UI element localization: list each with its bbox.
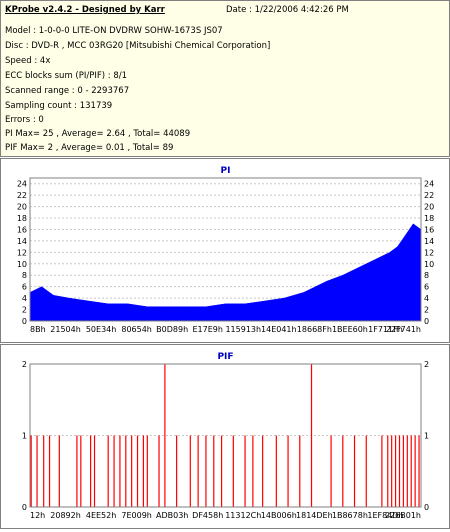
y-tick-label-right: 16 xyxy=(424,225,434,234)
x-tick-label: 4EE52h xyxy=(86,511,116,520)
x-tick-label: 1814DEh xyxy=(296,511,333,520)
x-tick-label: ADB03h xyxy=(156,511,188,520)
y-tick-label-right: 0 xyxy=(424,503,429,512)
disc-line: Disc : DVD-R , MCC 03RG20 [Mitsubishi Ch… xyxy=(5,41,271,51)
y-tick-label-right: 8 xyxy=(424,271,429,280)
x-tick-label: 1BEE60h xyxy=(332,325,368,334)
pi-summary-line: PI Max= 25 , Average= 2.64 , Total= 4408… xyxy=(5,129,191,139)
y-tick-label-left: 6 xyxy=(22,283,27,292)
x-tick-label: 1B8678h xyxy=(332,511,368,520)
y-tick-label-left: 10 xyxy=(17,260,27,269)
x-tick-label: E17E9h xyxy=(193,325,223,334)
range-line: Scanned range : 0 - 2293767 xyxy=(5,86,130,96)
chart-title: PI xyxy=(221,166,231,176)
x-tick-label: B0D89h xyxy=(156,325,188,334)
y-tick-label-right: 1 xyxy=(424,432,429,441)
x-tick-label: 11312Ch xyxy=(225,511,261,520)
y-tick-label-right: 22 xyxy=(424,191,434,200)
info-panel: KProbe v2.4.2 - Designed by Karr Date : … xyxy=(0,0,450,157)
scan-date: Date : 1/22/2006 4:42:26 PM xyxy=(226,5,349,15)
x-tick-label: 14B006h xyxy=(261,511,297,520)
x-tick-label: 226B01h xyxy=(385,511,421,520)
pif-chart: PIF 0 0 1 1 2 2 12h 20892h 4EE52h 7E009h ADB03h DF45… xyxy=(22,352,429,520)
app-title: KProbe v2.4.2 - Designed by Karr xyxy=(5,5,165,15)
x-tick-label: 1F711Fh xyxy=(368,325,403,334)
x-tick-label: 18668Fh xyxy=(297,325,332,334)
x-tick-label: 7E009h xyxy=(121,511,151,520)
y-tick-label-left: 4 xyxy=(22,294,27,303)
y-tick-label-left: 12 xyxy=(17,248,27,257)
y-tick-label-right: 10 xyxy=(424,260,434,269)
chart-title: PIF xyxy=(217,352,233,362)
x-tick-label: 80654h xyxy=(121,325,152,334)
y-tick-label-left: 8 xyxy=(22,271,27,280)
x-tick-label: 20892h xyxy=(50,511,81,520)
y-tick-label-left: 2 xyxy=(22,306,27,315)
y-tick-label-right: 0 xyxy=(424,317,429,326)
pi-area xyxy=(29,223,422,322)
y-tick-label-left: 1 xyxy=(22,432,27,441)
y-tick-label-right: 20 xyxy=(424,203,434,212)
x-tick-label: 12h xyxy=(30,511,45,520)
x-tick-label: 50E34h xyxy=(86,325,116,334)
y-tick-label-left: 16 xyxy=(17,225,27,234)
y-tick-label-right: 18 xyxy=(424,214,434,223)
y-tick-label-left: 22 xyxy=(17,191,27,200)
y-tick-label-left: 0 xyxy=(22,317,27,326)
x-tick-label: 115913h xyxy=(225,325,261,334)
x-tick-label: DF458h xyxy=(192,511,223,520)
y-tick-label-right: 4 xyxy=(424,294,429,303)
y-tick-label-right: 6 xyxy=(424,283,429,292)
ecc-line: ECC blocks sum (PI/PIF) : 8/1 xyxy=(5,71,128,81)
y-tick-label-right: 2 xyxy=(424,360,429,369)
pi-chart-panel: PI 0 0 2 2 4 4 6 6 8 8 10 10 12 12 14 14 16 16 18 18 20 20 22 22… xyxy=(0,158,450,343)
plot-frame xyxy=(29,363,422,508)
sampling-line: Sampling count : 131739 xyxy=(5,101,113,111)
plot-frame xyxy=(29,177,422,322)
y-tick-label-right: 14 xyxy=(424,237,434,246)
y-tick-label-left: 20 xyxy=(17,203,27,212)
y-tick-label-left: 18 xyxy=(17,214,27,223)
x-tick-label: 14E041h xyxy=(261,325,297,334)
x-tick-label: 1EF84Dh xyxy=(367,511,403,520)
y-tick-label-right: 12 xyxy=(424,248,434,257)
y-tick-label-right: 24 xyxy=(424,180,434,189)
errors-line: Errors : 0 xyxy=(5,115,44,125)
y-tick-label-left: 2 xyxy=(22,360,27,369)
y-tick-label-right: 2 xyxy=(424,306,429,315)
y-tick-label-left: 0 xyxy=(22,503,27,512)
y-tick-label-left: 24 xyxy=(17,180,27,189)
x-tick-label: 8Bh xyxy=(30,325,46,334)
x-tick-label: 22F741h xyxy=(386,325,421,334)
model-line: Model : 1-0-0-0 LITE-ON DVDRW SOHW-1673S… xyxy=(5,26,223,36)
pif-chart-panel: PIF 0 0 1 1 2 2 12h 20892h 4EE52h 7E009h ADB03h DF45… xyxy=(0,344,450,529)
x-tick-label: 21504h xyxy=(50,325,81,334)
y-tick-label-left: 14 xyxy=(17,237,27,246)
speed-line: Speed : 4x xyxy=(5,56,51,66)
pif-summary-line: PIF Max= 2 , Average= 0.01 , Total= 89 xyxy=(5,143,174,153)
